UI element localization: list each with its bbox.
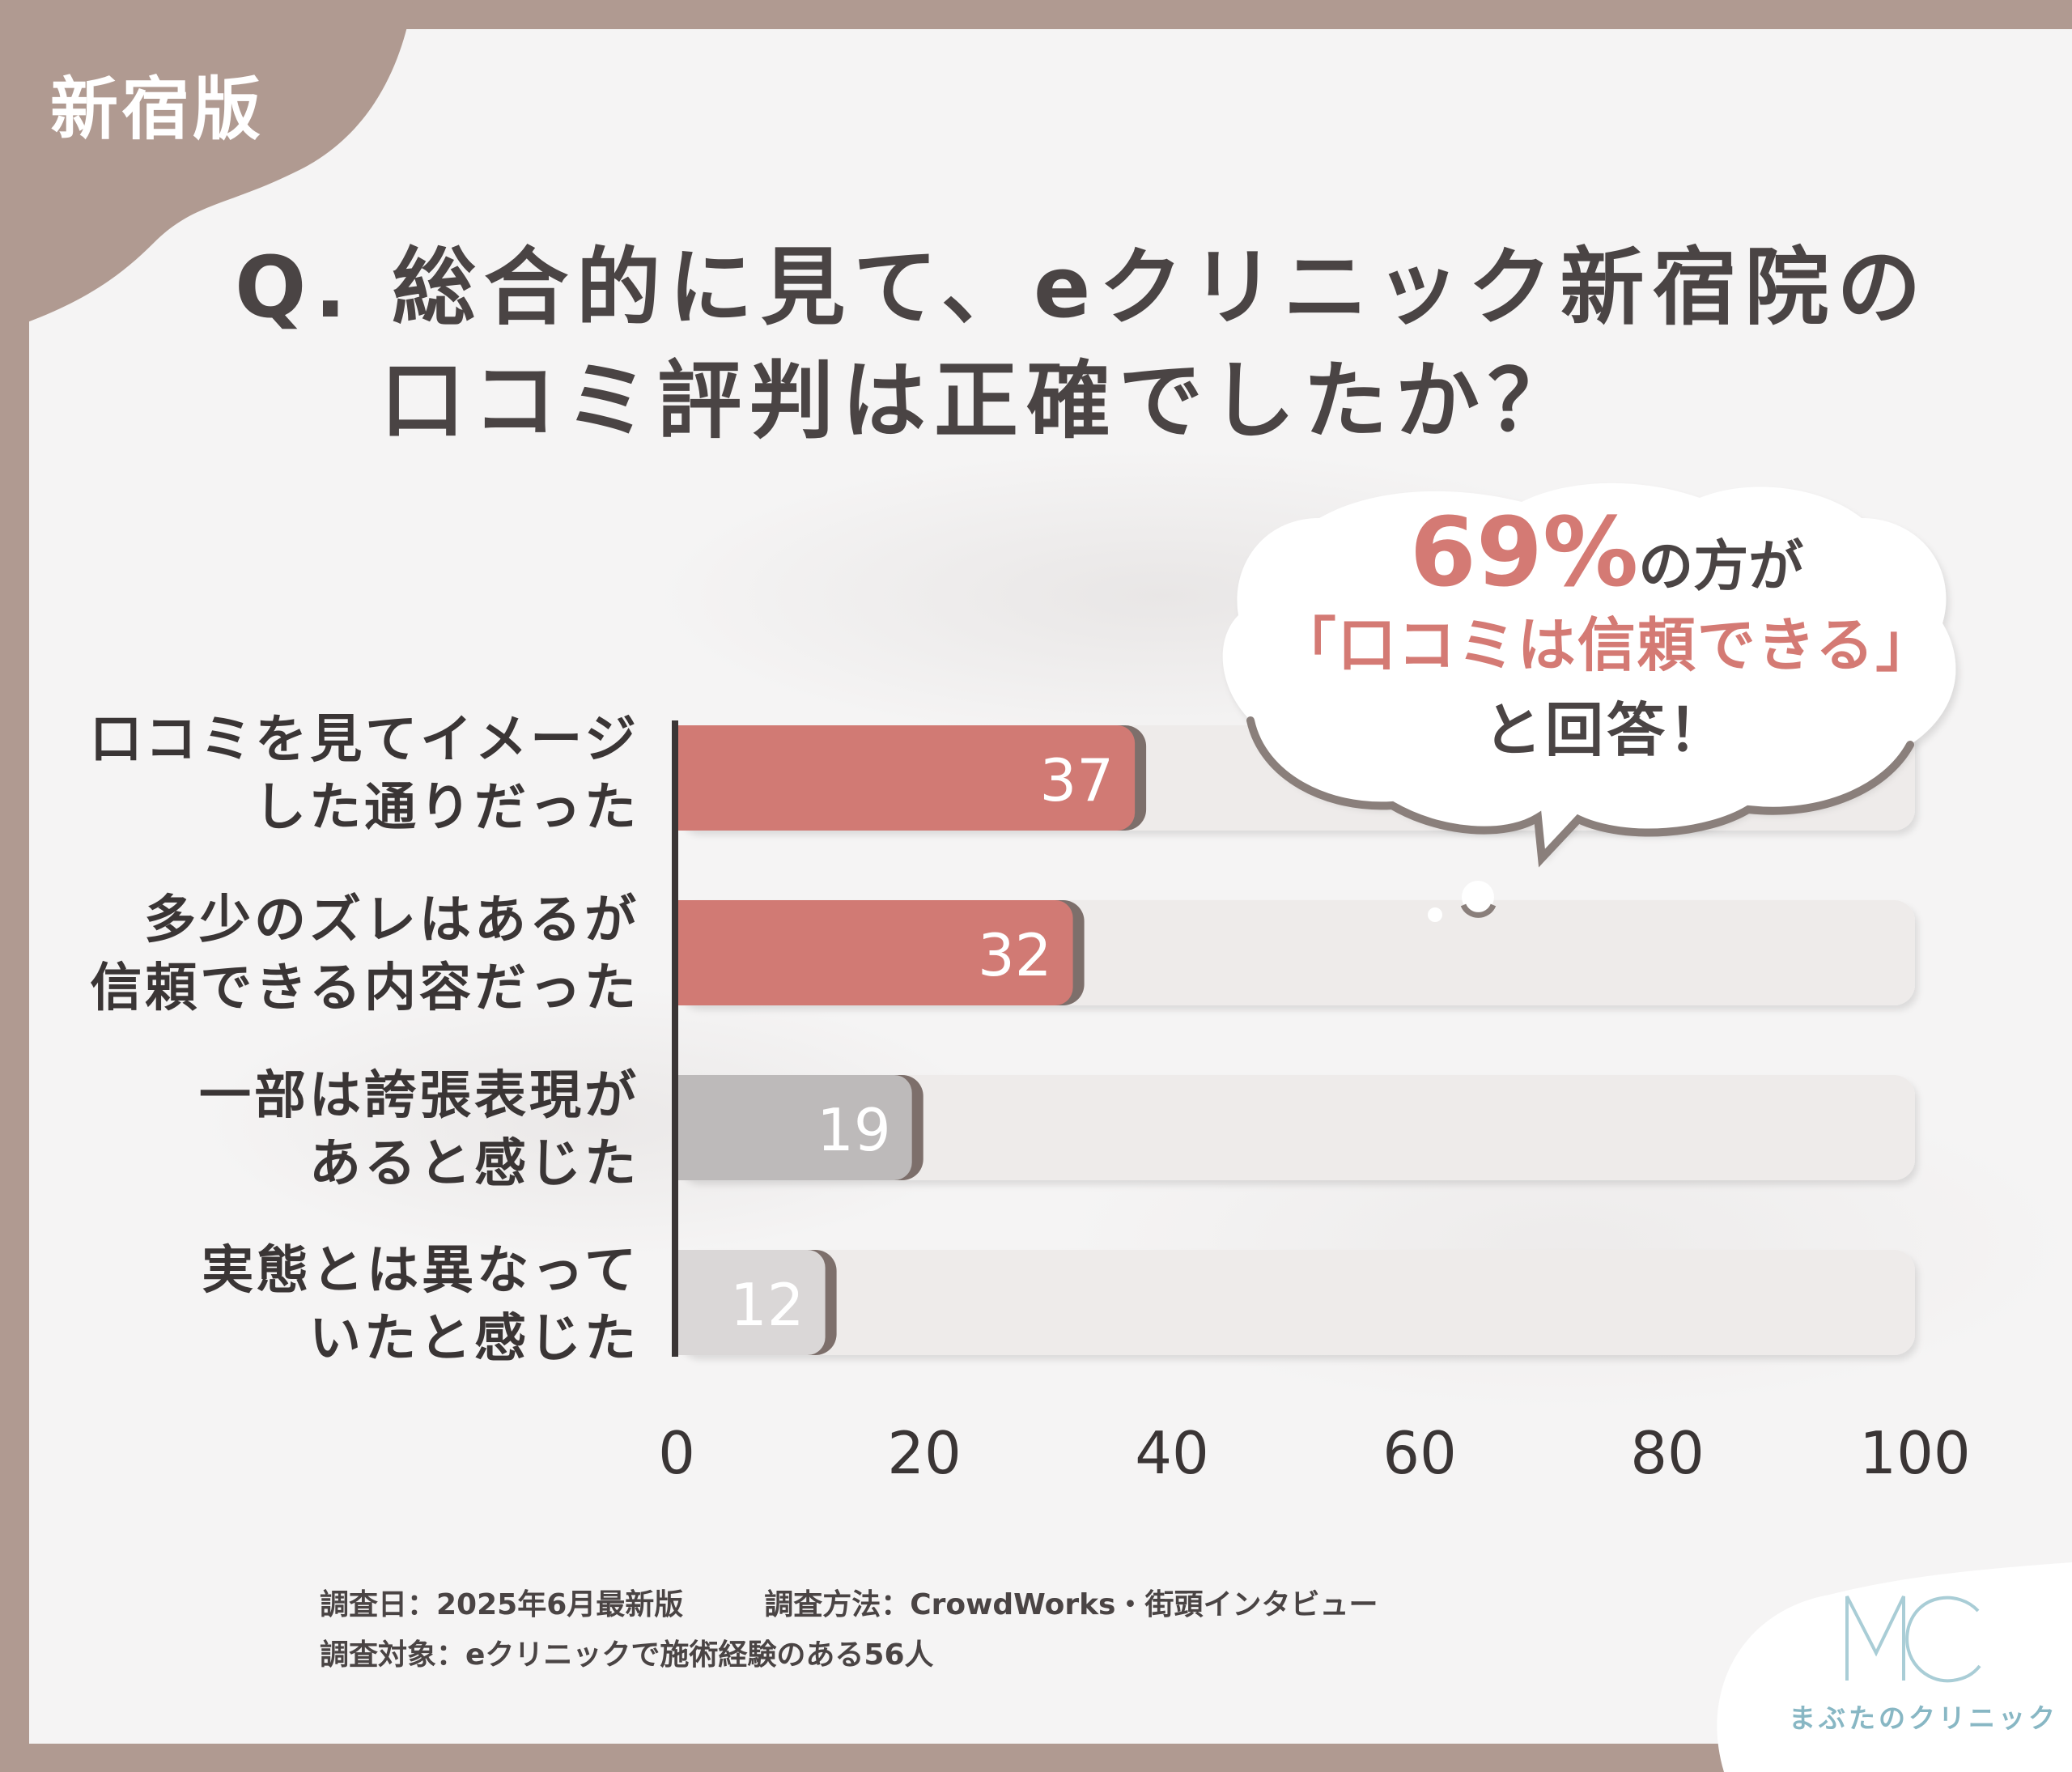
callout-bubble: [1222, 482, 1956, 922]
footnote-row-1: 調査日：2025年6月最新版 調査方法：CrowdWorks・街頭インタビュー: [320, 1580, 1378, 1630]
x-tick-label: 60: [1382, 1419, 1457, 1487]
survey-target: 調査対象：eクリニックで施術経験のある56人: [320, 1638, 934, 1672]
callout-line-1: 69%の方が: [1230, 502, 1983, 603]
bar-track: [677, 1075, 1915, 1180]
category-label: 一部は誇張表現が あると感じた: [199, 1066, 639, 1194]
corner-decoration: [0, 0, 413, 332]
bar: [677, 900, 1073, 1005]
callout-percent: 69%: [1409, 496, 1639, 608]
y-axis-line: [672, 720, 678, 1357]
survey-footnotes: 調査日：2025年6月最新版 調査方法：CrowdWorks・街頭インタビュー 調…: [320, 1580, 1378, 1681]
logo-badge: [1717, 1562, 2072, 1772]
logo-name: まぶたのクリニック: [1789, 1702, 2058, 1734]
bar-left-cap: [677, 1250, 709, 1355]
title-line-1: Q. 総合的に見て、eクリニック新宿院の: [235, 238, 1930, 337]
bar-left-cap: [677, 1075, 709, 1180]
bar: [677, 1075, 912, 1180]
infographic-card: [29, 29, 2072, 1744]
bars: 37 32 19 12: [677, 725, 1147, 1355]
value-label: 19: [817, 1096, 891, 1164]
survey-method: 調査方法：CrowdWorks・街頭インタビュー: [764, 1588, 1378, 1621]
bar-track: [677, 1250, 1915, 1355]
callout-suffix: の方が: [1638, 535, 1804, 599]
title-line-2: 口コミ評判は正確でしたか？: [380, 351, 1581, 450]
callout-line-2: 「口コミは信頼できる」: [1277, 611, 1936, 679]
logo-mark-icon: [1845, 1596, 1981, 1683]
bar-left-cap: [677, 900, 709, 1005]
x-tick-label: 100: [1859, 1419, 1970, 1487]
category-label: 口コミを見てイメージ した通りだった: [90, 710, 639, 838]
bar: [677, 1250, 826, 1355]
background-shade: [29, 29, 2072, 1744]
edition-tag: 新宿版: [50, 70, 265, 149]
chart-title: Q. 総合的に見て、eクリニック新宿院の 口コミ評判は正確でしたか？: [235, 231, 2015, 457]
x-tick-label: 80: [1630, 1419, 1705, 1487]
x-tick-label: 40: [1135, 1419, 1209, 1487]
x-tick-label: 20: [887, 1419, 962, 1487]
value-label: 32: [978, 921, 1052, 989]
category-label: 多少のズレはあるが 信頼できる内容だった: [90, 890, 639, 1018]
callout-line-3: と回答！: [1483, 696, 1730, 764]
x-tick-label: 0: [658, 1419, 695, 1487]
survey-date: 調査日：2025年6月最新版: [320, 1588, 684, 1621]
callout-text: 69%の方が 「口コミは信頼できる」 と回答！: [1230, 502, 1983, 773]
x-axis: 0 20 40 60 80 100: [658, 720, 1971, 1487]
bar: [677, 725, 1136, 831]
category-label: 実態とは異なって いたと感じた: [202, 1241, 639, 1369]
bar-left-cap: [677, 725, 709, 831]
value-label: 12: [730, 1271, 805, 1339]
value-label: 37: [1039, 746, 1114, 814]
